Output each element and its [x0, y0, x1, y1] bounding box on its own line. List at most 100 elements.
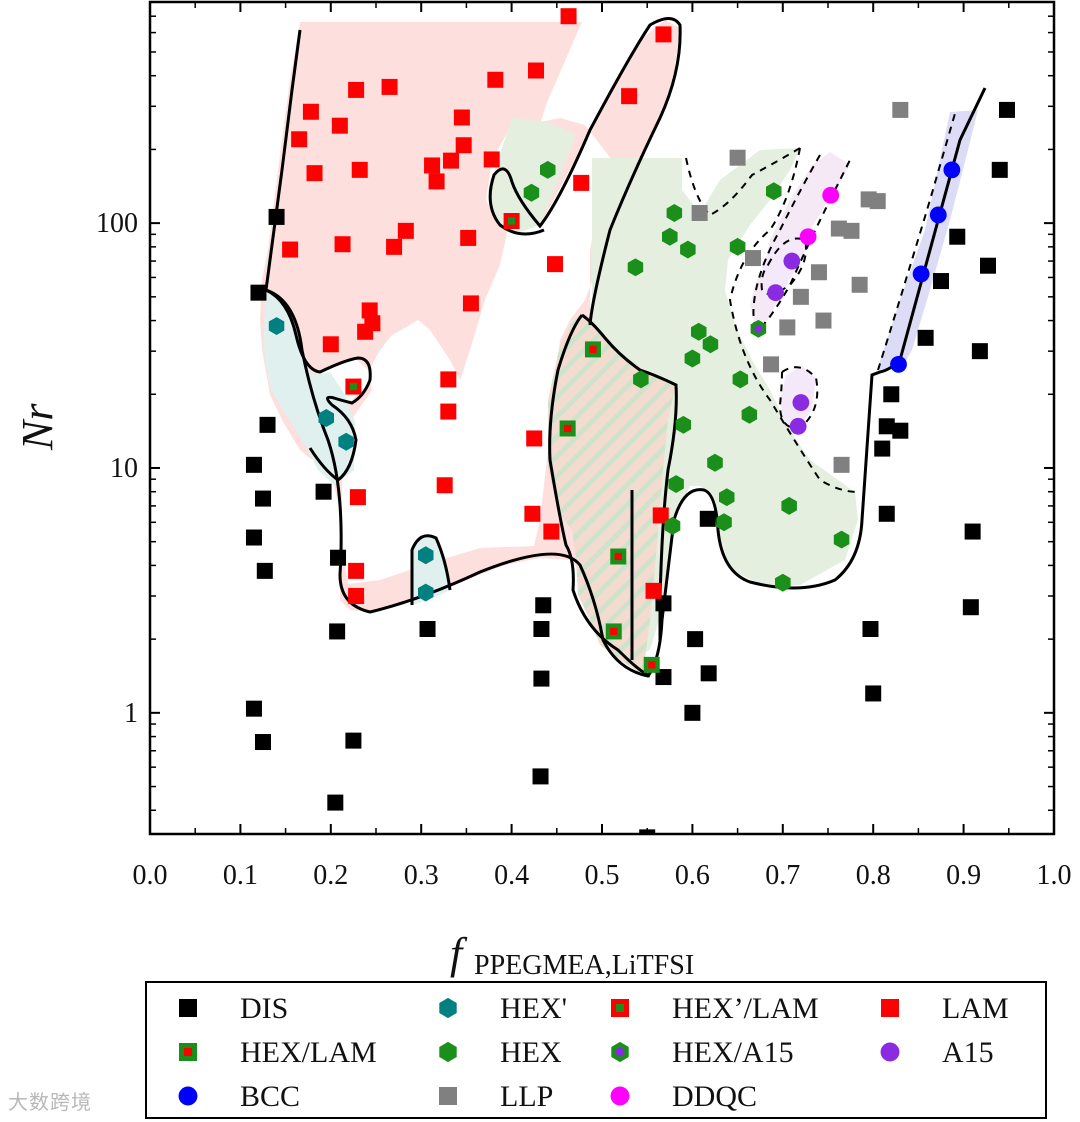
point-lam-24	[436, 477, 453, 494]
point-llp-6	[810, 264, 827, 281]
x-tick-label: 0.9	[946, 860, 981, 891]
hex-prime-small-boundary	[410, 534, 452, 605]
hex-region	[592, 148, 858, 660]
legend-marker-0	[179, 999, 197, 1017]
legend-label: HEX'	[500, 992, 567, 1025]
point-llp-0	[691, 204, 708, 221]
point-dis-8	[255, 734, 271, 751]
point-lam-10	[361, 302, 378, 319]
lam-finger-boundary	[488, 17, 682, 326]
x-tick-label: 0.0	[133, 860, 168, 891]
legend-label: LAM	[942, 992, 1009, 1025]
y-axis: 1 10 100	[96, 1, 1054, 812]
point-hex-11	[668, 475, 684, 493]
point-lam-28	[483, 151, 500, 168]
point-lam-32	[524, 505, 541, 522]
legend-marker-8	[178, 1086, 198, 1106]
point-hex-lam-0	[345, 378, 362, 395]
point-llp-2	[744, 250, 761, 267]
point-hex-10	[675, 415, 692, 434]
point-hex-20	[775, 573, 791, 592]
legend-label: BCC	[240, 1080, 300, 1113]
legend-marker-4	[179, 1043, 197, 1061]
point-dis-16	[533, 620, 550, 637]
point-dis-21	[655, 669, 672, 686]
point-lam-33	[543, 523, 560, 540]
point-lam-20	[460, 229, 477, 246]
point-hex-6	[680, 240, 696, 259]
point-dis-30	[878, 418, 895, 435]
point-hex-14	[719, 488, 735, 507]
point-dis-12	[327, 794, 344, 811]
point-llp-14	[833, 456, 850, 473]
point-ddqc-1	[822, 186, 840, 204]
point-hex-1	[540, 160, 556, 179]
point-hex-1	[318, 409, 334, 427]
legend-marker-6	[611, 1041, 629, 1063]
phase-boundaries	[264, 17, 987, 678]
x-tick-label: 0.7	[765, 860, 800, 891]
point-lam-21	[462, 295, 479, 312]
point-lam-23	[440, 403, 457, 420]
point-llp-10	[851, 276, 868, 293]
point-a15-2	[792, 394, 810, 411]
legend-label: HEX/A15	[672, 1036, 794, 1069]
point-hex-5	[666, 204, 683, 222]
point-dis-24	[700, 665, 717, 682]
point-dis-13	[345, 732, 362, 749]
point-llp-4	[779, 319, 796, 336]
point-dis-25	[699, 510, 716, 527]
x-tick-label: 0.4	[494, 860, 529, 891]
point-hex-0	[523, 183, 540, 202]
legend-label: HEX/LAM	[240, 1036, 377, 1069]
hex-prime-boundary	[265, 288, 372, 482]
phase-regions	[260, 20, 978, 675]
point-dis-31	[883, 386, 900, 403]
point-hex-lam-1	[503, 213, 520, 230]
point-dis-23	[684, 704, 701, 721]
point-llp-12	[869, 193, 886, 210]
point-dis-11	[329, 623, 346, 640]
point-dis-15	[535, 597, 552, 614]
point-hex-lam-1	[559, 420, 576, 437]
legend-marker-9	[439, 1087, 457, 1105]
llp-dashed-boundary	[685, 147, 859, 493]
point-llp-5	[792, 288, 809, 305]
point-lam-4	[331, 117, 348, 134]
point-lam-13	[386, 238, 403, 255]
point-dis-40	[991, 161, 1008, 178]
point-dis-20	[655, 595, 672, 612]
point-hex-8	[691, 322, 707, 341]
point-bcc-0	[890, 355, 907, 373]
point-dis-34	[933, 273, 949, 290]
y-tick-label: 100	[96, 208, 138, 239]
legend-label: DIS	[240, 992, 288, 1025]
point-lam-36	[560, 8, 577, 25]
point-a15-0	[767, 284, 784, 302]
y-axis-title: Nr	[13, 403, 62, 451]
point-lam-35	[573, 174, 590, 191]
point-dis-32	[892, 422, 909, 439]
point-lam-31	[526, 430, 543, 447]
point-lam-16	[428, 173, 445, 190]
legend-label: LLP	[500, 1080, 553, 1113]
point-hex-lam-3	[605, 623, 622, 640]
point-hex-0	[268, 317, 285, 335]
point-llp-9	[843, 222, 860, 239]
point-llp-8	[830, 220, 847, 237]
point-hex-7	[684, 349, 701, 368]
x-tick-label: 0.2	[313, 860, 348, 891]
point-hex-a15-0	[750, 319, 767, 338]
point-hex-15	[716, 513, 732, 532]
point-hex-lam-4	[643, 656, 660, 673]
point-lam-17	[443, 152, 460, 169]
point-llp-13	[892, 101, 909, 118]
point-hex-18	[741, 405, 758, 424]
point-dis-10	[330, 549, 347, 566]
legend: DIS HEX' HEX’/LAM LAM HEX/LAM HEX HEX/A15 A15 BC…	[178, 992, 1009, 1113]
legend-label: HEX	[500, 1036, 562, 1069]
point-dis-7	[245, 700, 262, 717]
point-a15-1	[783, 252, 801, 270]
point-lam-1	[302, 103, 319, 120]
point-llp-1	[729, 149, 746, 166]
